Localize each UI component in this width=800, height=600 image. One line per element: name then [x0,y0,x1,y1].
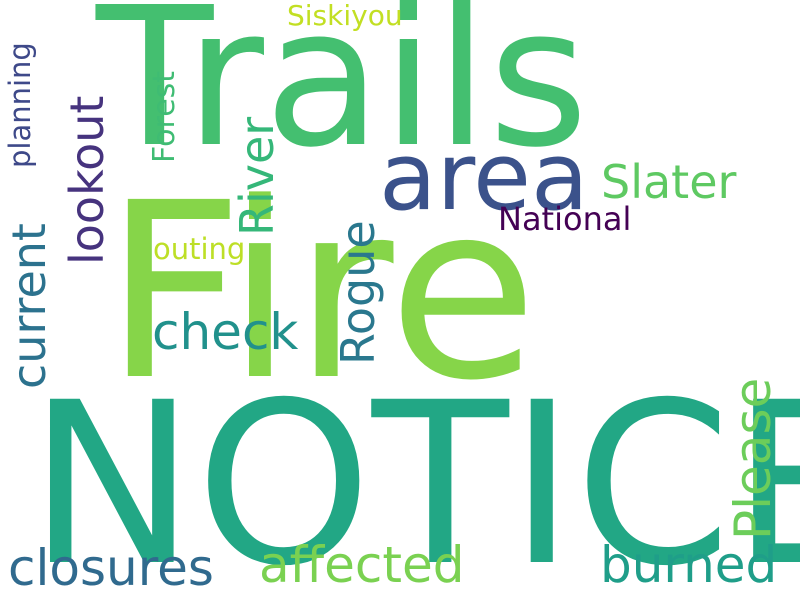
word-outing: outing [153,232,246,266]
word-river: River [230,116,284,236]
word-burned: burned [600,536,778,594]
word-closures: closures [8,539,214,597]
word-please: Please [724,377,782,540]
word-check: check [152,303,299,361]
word-slater: Slater [601,155,737,209]
word-trails: Trails [96,0,589,190]
word-area: area [379,123,589,232]
word-forest: Forest [147,70,182,163]
word-lookout: lookout [60,95,114,265]
word-affected: affected [259,536,465,594]
word-current: current [2,223,56,389]
word-national: National [498,200,632,238]
word-planning: planning [3,42,37,168]
word-siskiyou: Siskiyou [287,0,403,32]
word-rogue: Rogue [331,220,385,365]
word-fire: Fire [104,151,538,434]
word-notice: NOTICE [28,354,800,600]
